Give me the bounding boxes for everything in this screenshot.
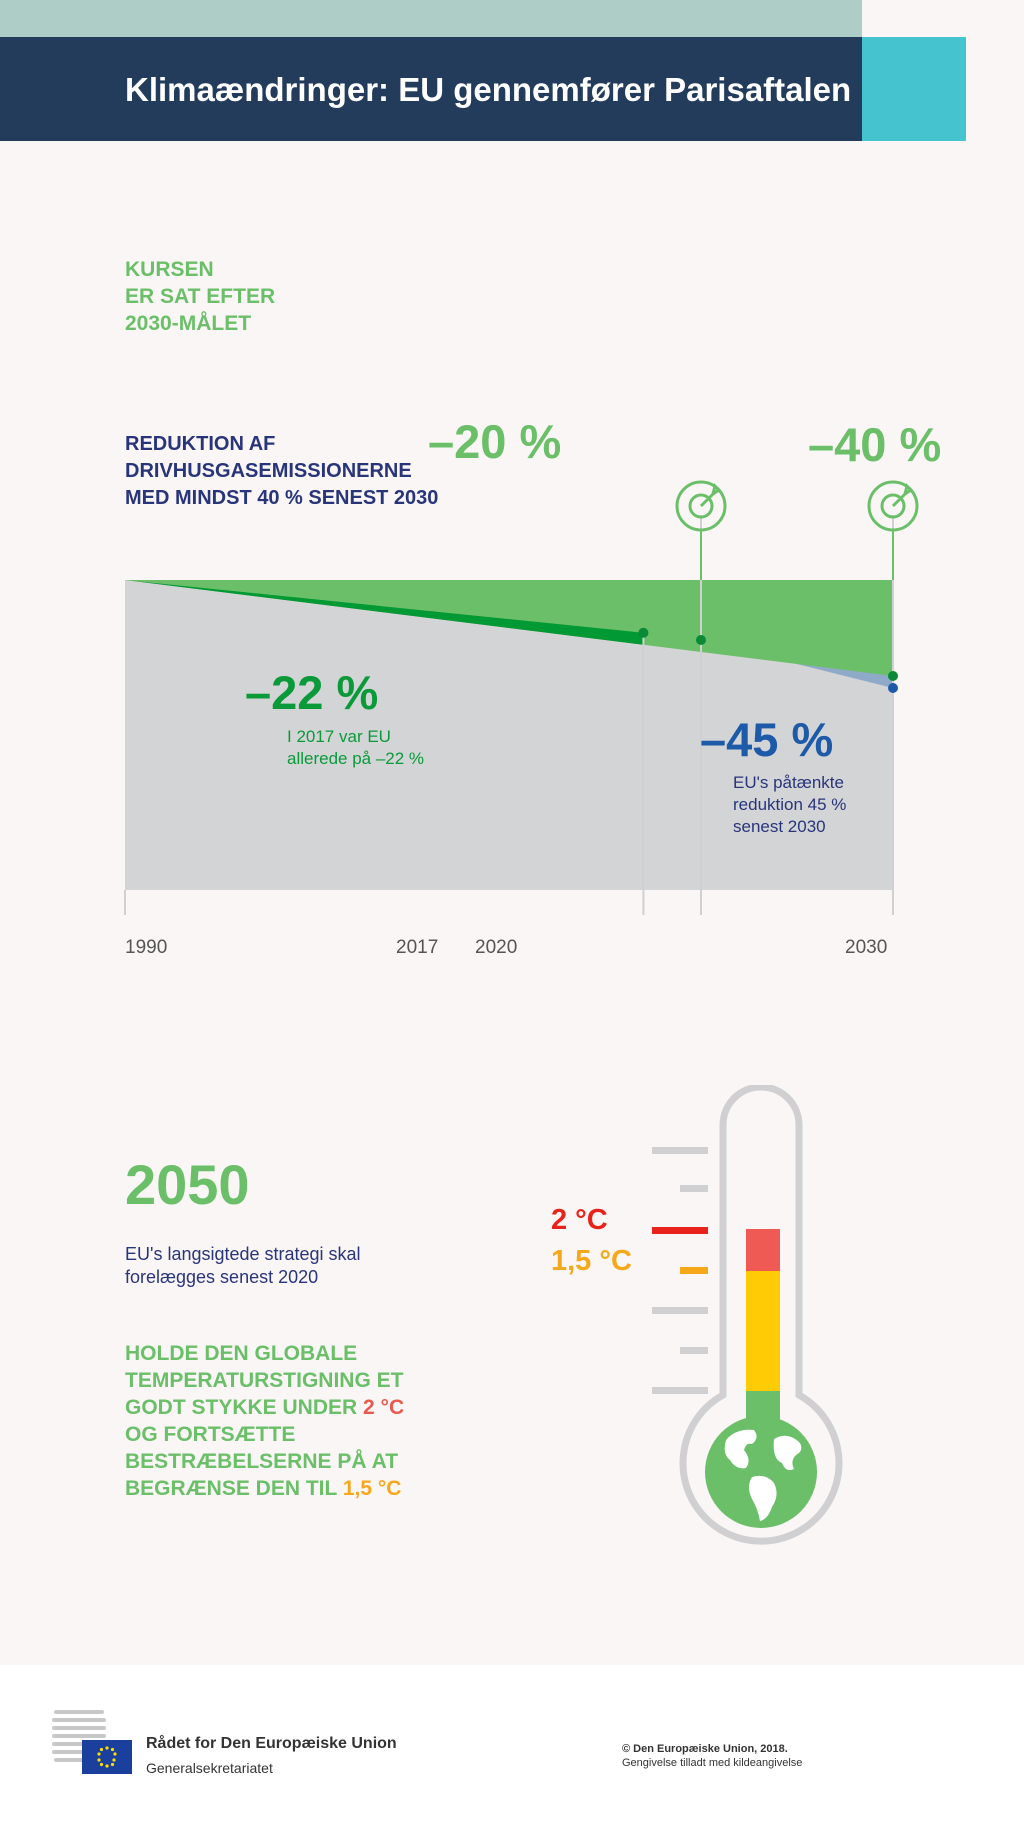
target-icon [867, 480, 919, 532]
achieved-area [125, 580, 644, 645]
goal-value-15c: 1,5 °C [342, 1477, 402, 1500]
reproduction-text: Gengivelse tilladt med kildeangivelse [622, 1757, 803, 1769]
strategy-text: EU's langsigtede strategi skal forelægge… [125, 1244, 361, 1287]
thermometer-tick [680, 1185, 708, 1192]
course-heading: KURSEN ER SAT EFTER 2030-MÅLET [125, 256, 275, 337]
target-ring [880, 493, 906, 519]
strategy-year: 2050 [125, 1153, 250, 1216]
emissions-chart [124, 480, 919, 915]
achieved-label: –22 % [245, 666, 379, 719]
thermometer-tick [652, 1147, 708, 1154]
thermometer-tick [652, 1387, 708, 1394]
eu-stars [97, 1746, 117, 1768]
course-line: ER SAT EFTER [125, 285, 276, 308]
point-2017 [638, 627, 649, 638]
goal-text-2: OG FORTSÆTTE BESTRÆBELSERNE PÅ AT BEGRÆN… [125, 1423, 399, 1500]
thermometer-label-2c: 2 °C [551, 1204, 608, 1236]
copyright-text: © Den Europæiske Union, 2018. [622, 1743, 788, 1755]
course-line: KURSEN [125, 258, 214, 281]
council-logo-icon [52, 1710, 132, 1774]
organisation-name: Rådet for Den Europæiske Union [146, 1735, 397, 1752]
target-2030-label: –40 % [808, 418, 942, 471]
department-name: Generalsekretariatet [146, 1760, 273, 1776]
thermometer-level-yellow [746, 1271, 780, 1393]
thermometer-icon [652, 1085, 843, 1545]
title-accent [862, 37, 966, 141]
thermometer-label-15c: 1,5 °C [551, 1245, 632, 1277]
thermometer-tick [680, 1347, 708, 1354]
point-2020 [696, 635, 706, 645]
thermometer-tick-2c [652, 1227, 708, 1234]
course-line: 2030-MÅLET [125, 312, 252, 335]
projected-note: EU's påtænkte reduktion 45 % senest 2030 [733, 773, 847, 836]
year-label: 2017 [396, 937, 439, 958]
year-label: 1990 [125, 937, 168, 958]
reduction-heading: REDUKTION AF DRIVHUSGASEMISSIONERNE MED … [125, 433, 439, 509]
thermometer-tick [652, 1307, 708, 1314]
top-band [0, 0, 862, 37]
thermometer-level-red [746, 1229, 780, 1271]
globe-continents [724, 1429, 802, 1521]
page-title: Klimaændringer: EU gennemfører Parisafta… [125, 71, 852, 108]
goal-text-1: HOLDE DEN GLOBALE TEMPERATURSTIGNING ET … [125, 1342, 404, 1419]
target-icon [675, 480, 727, 532]
thermometer-tick-15c [680, 1267, 708, 1274]
point-2030-projected [888, 683, 898, 693]
achieved-note: I 2017 var EU allerede på –22 % [287, 727, 425, 768]
footer [0, 1665, 1024, 1830]
thermometer-outline [679, 1085, 843, 1545]
year-label: 2030 [845, 937, 888, 958]
eu-flag-icon [82, 1740, 132, 1774]
temperature-goal: HOLDE DEN GLOBALE TEMPERATURSTIGNING ET … [125, 1340, 425, 1502]
target-arrow [699, 483, 722, 508]
title-bar [0, 37, 862, 141]
year-label: 2020 [475, 937, 518, 958]
point-2030-target [888, 671, 898, 681]
thermometer-level-green [746, 1391, 780, 1421]
target-arrow [891, 483, 914, 508]
projected-label: –45 % [700, 713, 834, 766]
target-2020-label: –20 % [428, 415, 562, 468]
target-ring [688, 493, 714, 519]
goal-value-2c: 2 °C [363, 1396, 405, 1419]
